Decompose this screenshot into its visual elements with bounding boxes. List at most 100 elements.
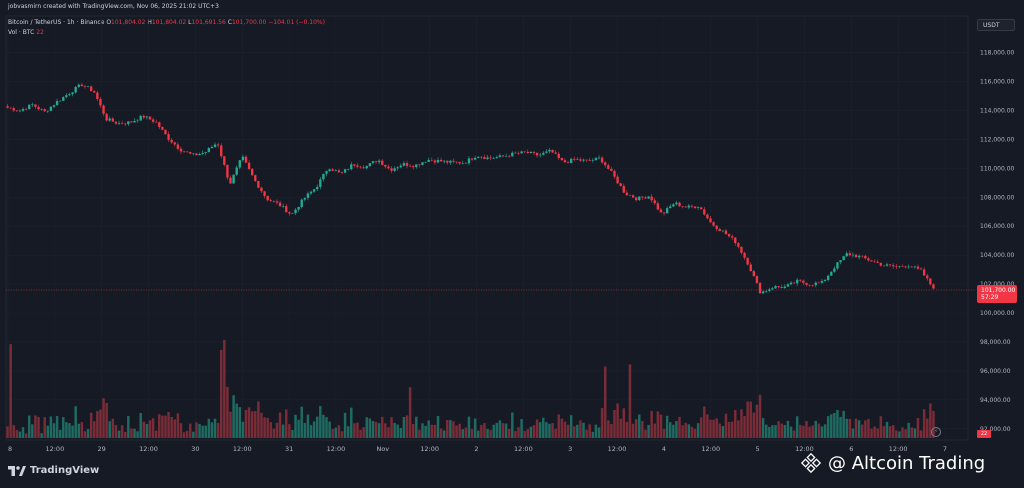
candle-body xyxy=(789,282,793,285)
time-tick-label: 8 xyxy=(8,445,12,453)
price-axis[interactable]: 118,000.00 116,000.00 114,000.00 112,000.00… xyxy=(980,50,1015,433)
candle-body xyxy=(297,206,300,210)
volume-bar xyxy=(768,426,771,438)
volume-bar xyxy=(641,421,644,438)
volume-bar xyxy=(154,430,158,438)
candle-body xyxy=(932,284,935,289)
candle-body xyxy=(232,174,235,184)
volume-bar xyxy=(235,403,238,438)
volume-bar xyxy=(542,417,545,438)
candle-body xyxy=(876,261,879,263)
candle-body xyxy=(532,151,536,153)
candle-body xyxy=(226,164,229,178)
volume-bar xyxy=(455,425,458,438)
volume-bar xyxy=(622,408,626,438)
volume-bar xyxy=(721,426,725,438)
volume-bar xyxy=(882,426,886,438)
candle-body xyxy=(870,260,873,262)
candle-body xyxy=(882,265,886,267)
candle-body xyxy=(430,159,433,161)
candle-body xyxy=(443,160,446,162)
price-tick-label: 94,000.00 xyxy=(980,397,1011,404)
candle-body xyxy=(588,159,591,161)
candle-body xyxy=(879,262,882,266)
symbol-legend: Bitcoin / TetherUS · 1h · Binance O101,8… xyxy=(8,19,325,26)
volume-bar xyxy=(452,421,455,438)
candle-body xyxy=(130,121,133,123)
volume-bar xyxy=(9,344,12,438)
volume-bar xyxy=(377,423,381,438)
candle-body xyxy=(192,153,195,155)
volume-bar xyxy=(173,419,177,438)
candle-body xyxy=(173,142,176,145)
candle-body xyxy=(43,109,46,112)
volume-bar xyxy=(319,405,322,438)
volume-bar xyxy=(27,415,31,438)
candle-body xyxy=(504,155,508,157)
volume-bar xyxy=(356,422,359,438)
volume-bar xyxy=(201,425,204,438)
volume-bar xyxy=(415,416,418,438)
volume-bar xyxy=(31,424,34,438)
candle-body xyxy=(362,167,365,169)
candle-body xyxy=(758,282,762,294)
candle-body xyxy=(21,108,25,111)
candle-body xyxy=(628,195,632,196)
volume-bar xyxy=(6,426,9,438)
candle-body xyxy=(579,159,582,161)
volume-bar xyxy=(195,422,198,438)
price-chart[interactable]: 118,000.00 116,000.00 114,000.00 112,000.00… xyxy=(0,0,1024,460)
volume-bar xyxy=(504,423,508,438)
candle-body xyxy=(569,158,573,164)
volume-bar xyxy=(458,423,461,438)
symbol-name[interactable]: Bitcoin / TetherUS · 1h · Binance xyxy=(8,19,105,26)
candle-body xyxy=(96,92,99,100)
time-axis[interactable]: 8 12:00 29 12:00 30 12:00 31 12:00 Nov 12:00 2 12:0… xyxy=(8,445,947,453)
goto-realtime-icon[interactable]: ⚡ xyxy=(931,427,941,437)
volume-bar xyxy=(161,415,164,438)
watermark-text: @ Altcoin Trading xyxy=(828,452,986,474)
volume-bar xyxy=(684,422,687,438)
candle-body xyxy=(517,153,520,154)
candle-body xyxy=(734,237,737,244)
volume-bar xyxy=(99,409,102,438)
volume-bar xyxy=(167,412,170,438)
candle-body xyxy=(560,157,564,161)
volume-bar xyxy=(563,421,567,438)
volume-bar xyxy=(665,415,669,438)
candle-body xyxy=(839,260,842,263)
candle-body xyxy=(350,164,353,170)
candle-body xyxy=(486,157,489,159)
volume-bar xyxy=(294,414,297,438)
volume-bar xyxy=(603,366,607,438)
volume-bar xyxy=(464,427,468,438)
volume-bar xyxy=(176,413,180,438)
volume-bar xyxy=(715,418,718,438)
volume-bar xyxy=(569,415,573,438)
volume-bar xyxy=(678,416,681,438)
candle-body xyxy=(715,225,718,229)
candle-body xyxy=(610,168,613,171)
candle-body xyxy=(18,110,22,112)
volume-bar xyxy=(826,416,830,438)
volume-bar xyxy=(263,417,266,438)
candle-body xyxy=(752,271,756,277)
candle-body xyxy=(275,201,279,203)
volume-bar xyxy=(241,421,245,438)
volume-bar xyxy=(257,401,260,438)
candle-body xyxy=(37,106,40,110)
volume-bar xyxy=(631,423,635,438)
volume-bar xyxy=(346,426,350,438)
candle-body xyxy=(898,265,901,267)
volume-bar xyxy=(600,408,604,438)
volume-legend[interactable]: Vol · BTC 22 xyxy=(8,29,44,36)
candle-body xyxy=(12,108,15,111)
candle-body xyxy=(124,123,127,125)
candle-body xyxy=(641,196,644,198)
volume-bar xyxy=(433,424,437,438)
currency-selector[interactable]: USDT xyxy=(977,19,1015,31)
candle-body xyxy=(551,149,554,153)
volume-bar xyxy=(365,417,369,438)
candle-body xyxy=(545,151,548,153)
candle-body xyxy=(842,256,845,261)
